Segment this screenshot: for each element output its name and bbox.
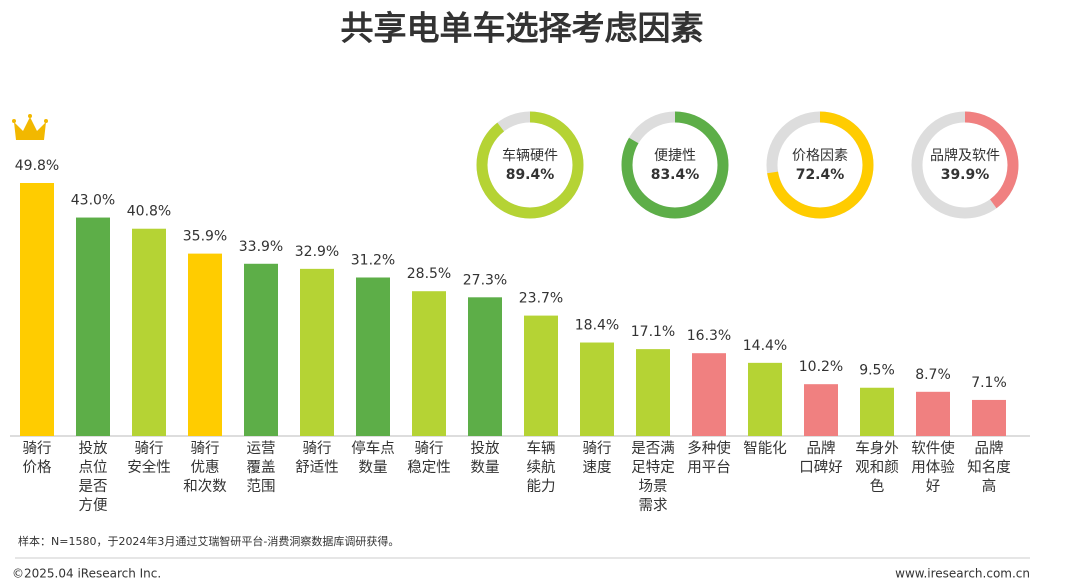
x-tick-label: 品牌 xyxy=(975,440,1004,457)
crown-icon xyxy=(12,114,48,140)
x-tick-label: 停车点 xyxy=(351,440,395,457)
x-tick-label: 骑行 xyxy=(583,440,612,457)
bar xyxy=(468,297,502,436)
x-tick-label: 价格 xyxy=(23,459,52,476)
bar xyxy=(412,291,446,436)
x-tick-label: 骑行 xyxy=(135,440,164,457)
x-tick-label: 品牌 xyxy=(807,440,836,457)
value-label: 35.9% xyxy=(183,229,227,245)
x-tick-label: 稳定性 xyxy=(407,459,451,476)
value-label: 17.1% xyxy=(631,324,675,340)
value-label: 27.3% xyxy=(463,272,507,288)
bar xyxy=(804,384,838,436)
bar xyxy=(20,183,54,436)
bar xyxy=(76,217,110,436)
value-label: 16.3% xyxy=(687,328,731,344)
donut-label: 便捷性 xyxy=(654,148,696,164)
x-tick-label: 投放 xyxy=(79,440,108,457)
bar xyxy=(748,362,782,436)
donut-label: 价格因素 xyxy=(792,148,848,164)
x-tick-label: 高 xyxy=(982,478,997,495)
x-tick-label: 安全性 xyxy=(127,458,171,476)
x-tick-label: 知名度 xyxy=(967,459,1011,476)
bar xyxy=(916,391,950,436)
x-tick-label: 用体验 xyxy=(911,459,955,476)
x-tick-label: 骑行 xyxy=(303,440,332,457)
x-tick-label: 骑行 xyxy=(23,440,52,457)
donut-label: 车辆硬件 xyxy=(502,147,558,164)
x-tick-label: 车身外 xyxy=(855,440,899,457)
x-tick-label: 运营 xyxy=(247,440,276,457)
value-label: 49.8% xyxy=(15,158,59,174)
value-label: 14.4% xyxy=(743,338,787,354)
value-label: 33.9% xyxy=(239,239,283,255)
x-tick-label: 色 xyxy=(870,478,885,495)
donut-value: 72.4% xyxy=(796,167,845,183)
x-tick-label: 是否 xyxy=(79,479,108,495)
x-tick-label: 续航 xyxy=(527,459,556,476)
footnote: 样本：N=1580，于2024年3月通过艾瑞智研平台-消费洞察数据库调研获得。 xyxy=(18,534,399,548)
bar xyxy=(860,387,894,436)
bar xyxy=(356,277,390,436)
bar xyxy=(972,399,1006,436)
bar xyxy=(524,315,558,436)
x-tick-label: 是否满 xyxy=(631,440,675,457)
bar xyxy=(636,349,670,436)
website: www.iresearch.com.cn xyxy=(895,567,1030,581)
x-tick-label: 多种使 xyxy=(687,440,731,457)
copyright: ©2025.04 iResearch Inc. xyxy=(12,567,161,581)
donut-arc xyxy=(621,111,729,219)
x-tick-label: 场景 xyxy=(639,478,668,495)
x-tick-label: 投放 xyxy=(471,440,500,457)
donut-arc xyxy=(911,111,1019,219)
bar xyxy=(244,263,278,436)
x-tick-label: 需求 xyxy=(639,497,668,514)
bar xyxy=(300,268,334,436)
donut-value: 89.4% xyxy=(506,167,555,183)
value-label: 18.4% xyxy=(575,318,619,334)
x-tick-label: 智能化 xyxy=(743,440,787,457)
x-tick-label: 数量 xyxy=(359,459,388,476)
value-label: 43.0% xyxy=(71,193,115,209)
bar xyxy=(692,353,726,436)
x-tick-label: 骑行 xyxy=(415,440,444,457)
value-label: 28.5% xyxy=(407,266,451,282)
x-tick-label: 点位 xyxy=(79,459,108,476)
x-tick-label: 范围 xyxy=(247,478,276,495)
value-label: 31.2% xyxy=(351,252,395,268)
x-tick-label: 足特定 xyxy=(631,459,675,476)
x-tick-label: 好 xyxy=(926,478,941,495)
donut-label: 品牌及软件 xyxy=(930,147,1000,164)
value-label: 8.7% xyxy=(915,367,951,383)
x-tick-label: 和次数 xyxy=(183,478,227,495)
chart-title: 共享电单车选择考虑因素 xyxy=(341,9,704,48)
x-tick-label: 数量 xyxy=(471,459,500,476)
donut-value: 39.9% xyxy=(941,167,990,183)
x-tick-label: 车辆 xyxy=(527,440,556,457)
bar xyxy=(132,228,166,436)
donut-arc xyxy=(766,111,874,219)
x-tick-label: 软件使 xyxy=(911,440,955,457)
x-tick-label: 优惠 xyxy=(191,459,220,476)
value-label: 23.7% xyxy=(519,291,563,307)
x-tick-label: 观和颜 xyxy=(855,459,899,476)
value-label: 10.2% xyxy=(799,359,843,375)
bar xyxy=(188,253,222,436)
bar xyxy=(580,342,614,436)
donut-value: 83.4% xyxy=(651,167,700,183)
value-label: 40.8% xyxy=(127,204,171,220)
value-label: 32.9% xyxy=(295,244,339,260)
x-tick-label: 速度 xyxy=(583,459,612,476)
x-tick-label: 口碑好 xyxy=(799,459,843,476)
donut-arc xyxy=(476,111,584,219)
x-tick-label: 舒适性 xyxy=(295,459,339,476)
value-label: 9.5% xyxy=(859,363,895,379)
x-tick-label: 方便 xyxy=(79,497,108,514)
x-tick-label: 能力 xyxy=(527,478,556,495)
x-tick-label: 用平台 xyxy=(687,459,731,476)
x-tick-label: 覆盖 xyxy=(247,459,276,476)
value-label: 7.1% xyxy=(971,375,1007,391)
x-tick-label: 骑行 xyxy=(191,440,220,457)
